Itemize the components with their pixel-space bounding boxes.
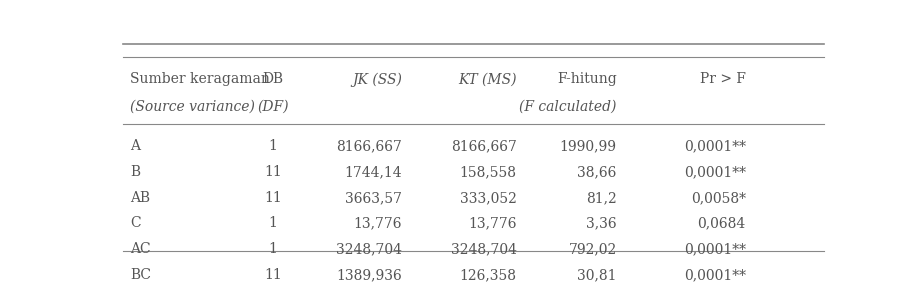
Text: 8166,667: 8166,667: [336, 139, 402, 153]
Text: 792,02: 792,02: [568, 242, 617, 256]
Text: 30,81: 30,81: [578, 268, 617, 282]
Text: 0,0001**: 0,0001**: [684, 268, 746, 282]
Text: 1990,99: 1990,99: [560, 139, 617, 153]
Text: 1: 1: [269, 242, 277, 256]
Text: 11: 11: [264, 191, 282, 205]
Text: AC: AC: [129, 242, 151, 256]
Text: BC: BC: [129, 268, 151, 282]
Text: 1: 1: [269, 139, 277, 153]
Text: 0,0684: 0,0684: [698, 217, 746, 231]
Text: 3663,57: 3663,57: [345, 191, 402, 205]
Text: 158,558: 158,558: [459, 165, 517, 179]
Text: 1744,14: 1744,14: [345, 165, 402, 179]
Text: 3248,704: 3248,704: [451, 242, 517, 256]
Text: 8166,667: 8166,667: [451, 139, 517, 153]
Text: 0,0058*: 0,0058*: [690, 191, 746, 205]
Text: KT (MS): KT (MS): [458, 72, 517, 86]
Text: C: C: [129, 217, 140, 231]
Text: DB: DB: [262, 72, 284, 86]
Text: (DF): (DF): [257, 99, 289, 113]
Text: 3248,704: 3248,704: [336, 242, 402, 256]
Text: A: A: [129, 139, 140, 153]
Text: B: B: [129, 165, 140, 179]
Text: Sumber keragaman: Sumber keragaman: [129, 72, 270, 86]
Text: 0,0001**: 0,0001**: [684, 242, 746, 256]
Text: 81,2: 81,2: [586, 191, 617, 205]
Text: (Source variance): (Source variance): [129, 99, 255, 113]
Text: 13,776: 13,776: [354, 217, 402, 231]
Text: 126,358: 126,358: [459, 268, 517, 282]
Text: JK (SS): JK (SS): [352, 72, 402, 87]
Text: 11: 11: [264, 165, 282, 179]
Text: F-hitung: F-hitung: [557, 72, 617, 86]
Text: 11: 11: [264, 268, 282, 282]
Text: 38,66: 38,66: [578, 165, 617, 179]
Text: (F calculated): (F calculated): [519, 99, 617, 113]
Text: 3,36: 3,36: [586, 217, 617, 231]
Text: 13,776: 13,776: [468, 217, 517, 231]
Text: 1389,936: 1389,936: [336, 268, 402, 282]
Text: 1: 1: [269, 217, 277, 231]
Text: AB: AB: [129, 191, 150, 205]
Text: 333,052: 333,052: [459, 191, 517, 205]
Text: 0,0001**: 0,0001**: [684, 165, 746, 179]
Text: 0,0001**: 0,0001**: [684, 139, 746, 153]
Text: Pr > F: Pr > F: [699, 72, 746, 86]
